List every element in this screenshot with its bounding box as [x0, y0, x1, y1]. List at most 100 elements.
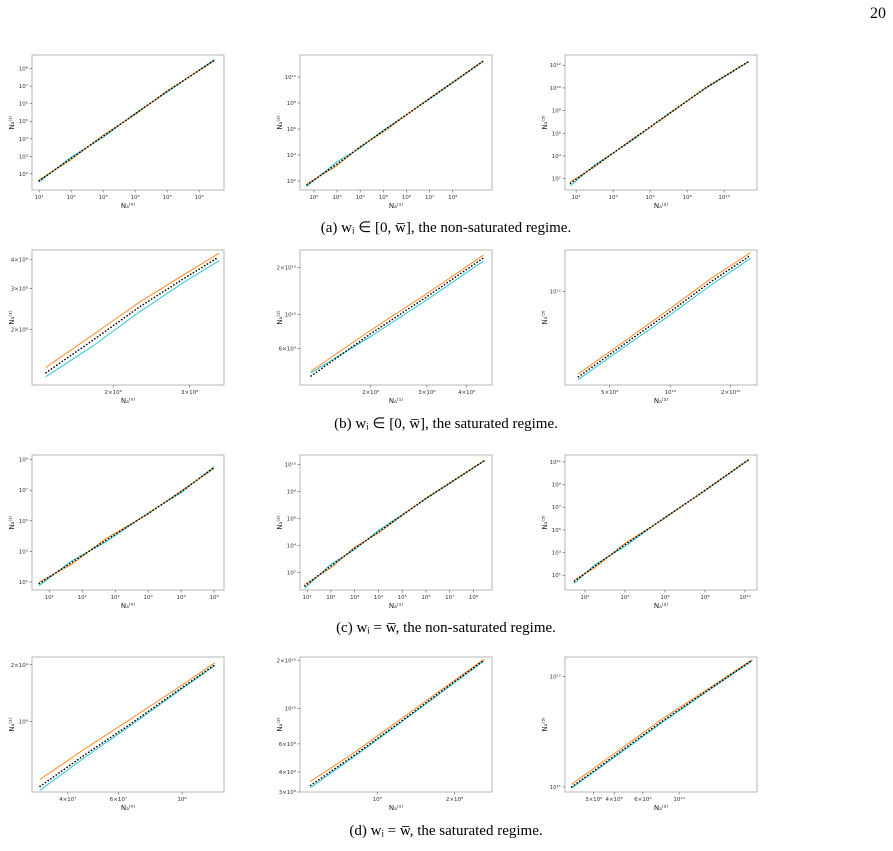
x-tick-label: 3×10⁶: [181, 389, 199, 396]
y-tick-label: 10¹: [19, 579, 28, 586]
y-tick-label: 10²: [19, 171, 28, 178]
x-tick-label: 10⁸: [700, 594, 710, 601]
x-tick-label: 10⁴: [620, 594, 630, 601]
y-tick-label: 3×10⁸: [11, 286, 29, 293]
fit-line: [304, 459, 486, 587]
y-tick-label: 10⁶: [287, 515, 297, 522]
x-axis-label: Nₐ⁽¹⁾: [389, 397, 404, 405]
fit-line: [573, 459, 750, 582]
y-tick-label: 10⁸: [287, 488, 297, 495]
data-line: [570, 61, 749, 186]
y-tick-label: 4×10⁸: [11, 257, 29, 264]
data-line: [45, 260, 220, 378]
fit-line: [309, 659, 485, 787]
x-tick-label: 10²: [572, 194, 581, 201]
data-line: [310, 260, 484, 374]
y-tick-label: 10⁶: [19, 101, 29, 108]
y-tick-label: 10⁴: [19, 136, 29, 143]
x-tick-label: 10³: [350, 594, 359, 601]
y-tick-label: 10⁴: [287, 542, 297, 549]
x-tick-label: 10⁴: [609, 194, 619, 201]
x-tick-label: 10⁶: [660, 594, 670, 601]
y-axis-label: Nₐ⁽²⁾: [276, 115, 284, 130]
y-axis-label: Nₐ⁽²⁾: [276, 515, 284, 530]
y-tick-label: 10²: [287, 569, 296, 576]
x-tick-label: 10⁴: [374, 594, 384, 601]
fit-line: [39, 663, 216, 788]
y-tick-label: 2×10⁹: [11, 662, 28, 669]
fit-line: [38, 59, 216, 182]
y-axis-label: Nₐ⁽²⁾: [276, 717, 284, 732]
x-tick-label: 10⁶: [646, 194, 656, 201]
y-tick-label: 10⁵: [19, 118, 28, 125]
fit-line: [45, 256, 220, 374]
x-tick-label: 10⁴: [356, 194, 366, 201]
x-tick-label: 10⁷: [445, 594, 454, 601]
y-tick-label: 10⁷: [19, 83, 28, 90]
y-tick-label: 4×10⁹: [279, 769, 296, 776]
y-tick-label: 10⁴: [552, 153, 562, 160]
y-tick-label: 10¹¹: [550, 784, 561, 791]
figure-caption: (b) wᵢ ∈ [0, w̅], the saturated regime.: [334, 416, 558, 432]
x-tick-label: 10⁸: [373, 796, 383, 803]
x-tick-label: 10⁸: [177, 796, 187, 803]
y-tick-label: 2×10¹⁰: [276, 657, 296, 664]
x-tick-label: 2×10¹⁰: [721, 389, 741, 396]
figure-caption: (c) wᵢ = w̅, the non-saturated regime.: [336, 620, 556, 636]
plot-frame: [564, 656, 758, 793]
y-tick-label: 6×10⁹: [279, 346, 296, 353]
y-tick-label: 10⁶: [287, 126, 297, 133]
x-axis-label: Nₐ⁽⁰⁾: [121, 397, 136, 405]
y-tick-label: 10³: [19, 153, 28, 160]
fit-line: [306, 60, 484, 186]
fit-line: [570, 659, 753, 788]
x-tick-label: 10¹⁰: [739, 594, 751, 601]
page-number: 20: [870, 5, 886, 22]
y-axis-label: Nₐ⁽³⁾: [541, 115, 549, 130]
y-tick-label: 3×10⁹: [279, 789, 296, 796]
x-tick-label: 10¹: [45, 594, 54, 601]
data-line: [310, 658, 485, 782]
y-tick-label: 2×10¹⁰: [276, 265, 296, 272]
data-line: [578, 252, 751, 375]
y-axis-label: Nₐ⁽¹⁾: [8, 115, 16, 130]
x-tick-label: 10⁸: [469, 594, 479, 601]
x-tick-label: 10⁶: [402, 194, 412, 201]
x-tick-label: 10¹: [303, 594, 312, 601]
plot-frame: [299, 54, 493, 191]
x-tick-label: 6×10⁹: [634, 796, 651, 803]
data-line: [45, 253, 220, 368]
y-axis-label: Nₐ⁽³⁾: [541, 310, 549, 325]
x-tick-label: 10⁸: [448, 194, 458, 201]
x-tick-label: 10⁵: [398, 594, 407, 601]
plot-frame: [31, 54, 225, 191]
x-tick-label: 10⁶: [421, 594, 431, 601]
data-line: [304, 460, 486, 589]
data-line: [38, 468, 215, 583]
y-tick-label: 10¹⁰: [550, 85, 562, 92]
y-tick-label: 10⁶: [552, 130, 562, 137]
y-tick-label: 10⁴: [287, 152, 297, 159]
y-tick-label: 10⁸: [552, 108, 562, 115]
x-tick-label: 3×10⁹: [585, 796, 602, 803]
y-tick-label: 10³: [552, 550, 561, 557]
y-tick-label: 10⁵: [552, 527, 561, 534]
y-tick-label: 10⁹: [19, 457, 28, 464]
x-tick-label: 10³: [98, 194, 107, 201]
figure-caption: (a) wᵢ ∈ [0, w̅], the non-saturated regi…: [321, 220, 571, 236]
data-line: [578, 258, 751, 380]
y-tick-label: 10⁷: [19, 487, 28, 494]
data-line: [39, 662, 216, 780]
x-tick-label: 10⁶: [209, 594, 219, 601]
x-tick-label: 2×10⁶: [362, 389, 380, 396]
x-tick-label: 10²: [326, 594, 335, 601]
plot-frame: [31, 656, 225, 793]
x-tick-label: 10²: [580, 594, 589, 601]
figure-caption: (d) wᵢ = w̅, the saturated regime.: [349, 823, 542, 839]
y-axis-label: Nₐ⁽²⁾: [276, 310, 284, 325]
y-tick-label: 10⁹: [19, 718, 28, 725]
x-axis-label: Nₐ⁽¹⁾: [389, 202, 404, 210]
plot-frame: [299, 656, 493, 793]
data-line: [39, 665, 216, 791]
